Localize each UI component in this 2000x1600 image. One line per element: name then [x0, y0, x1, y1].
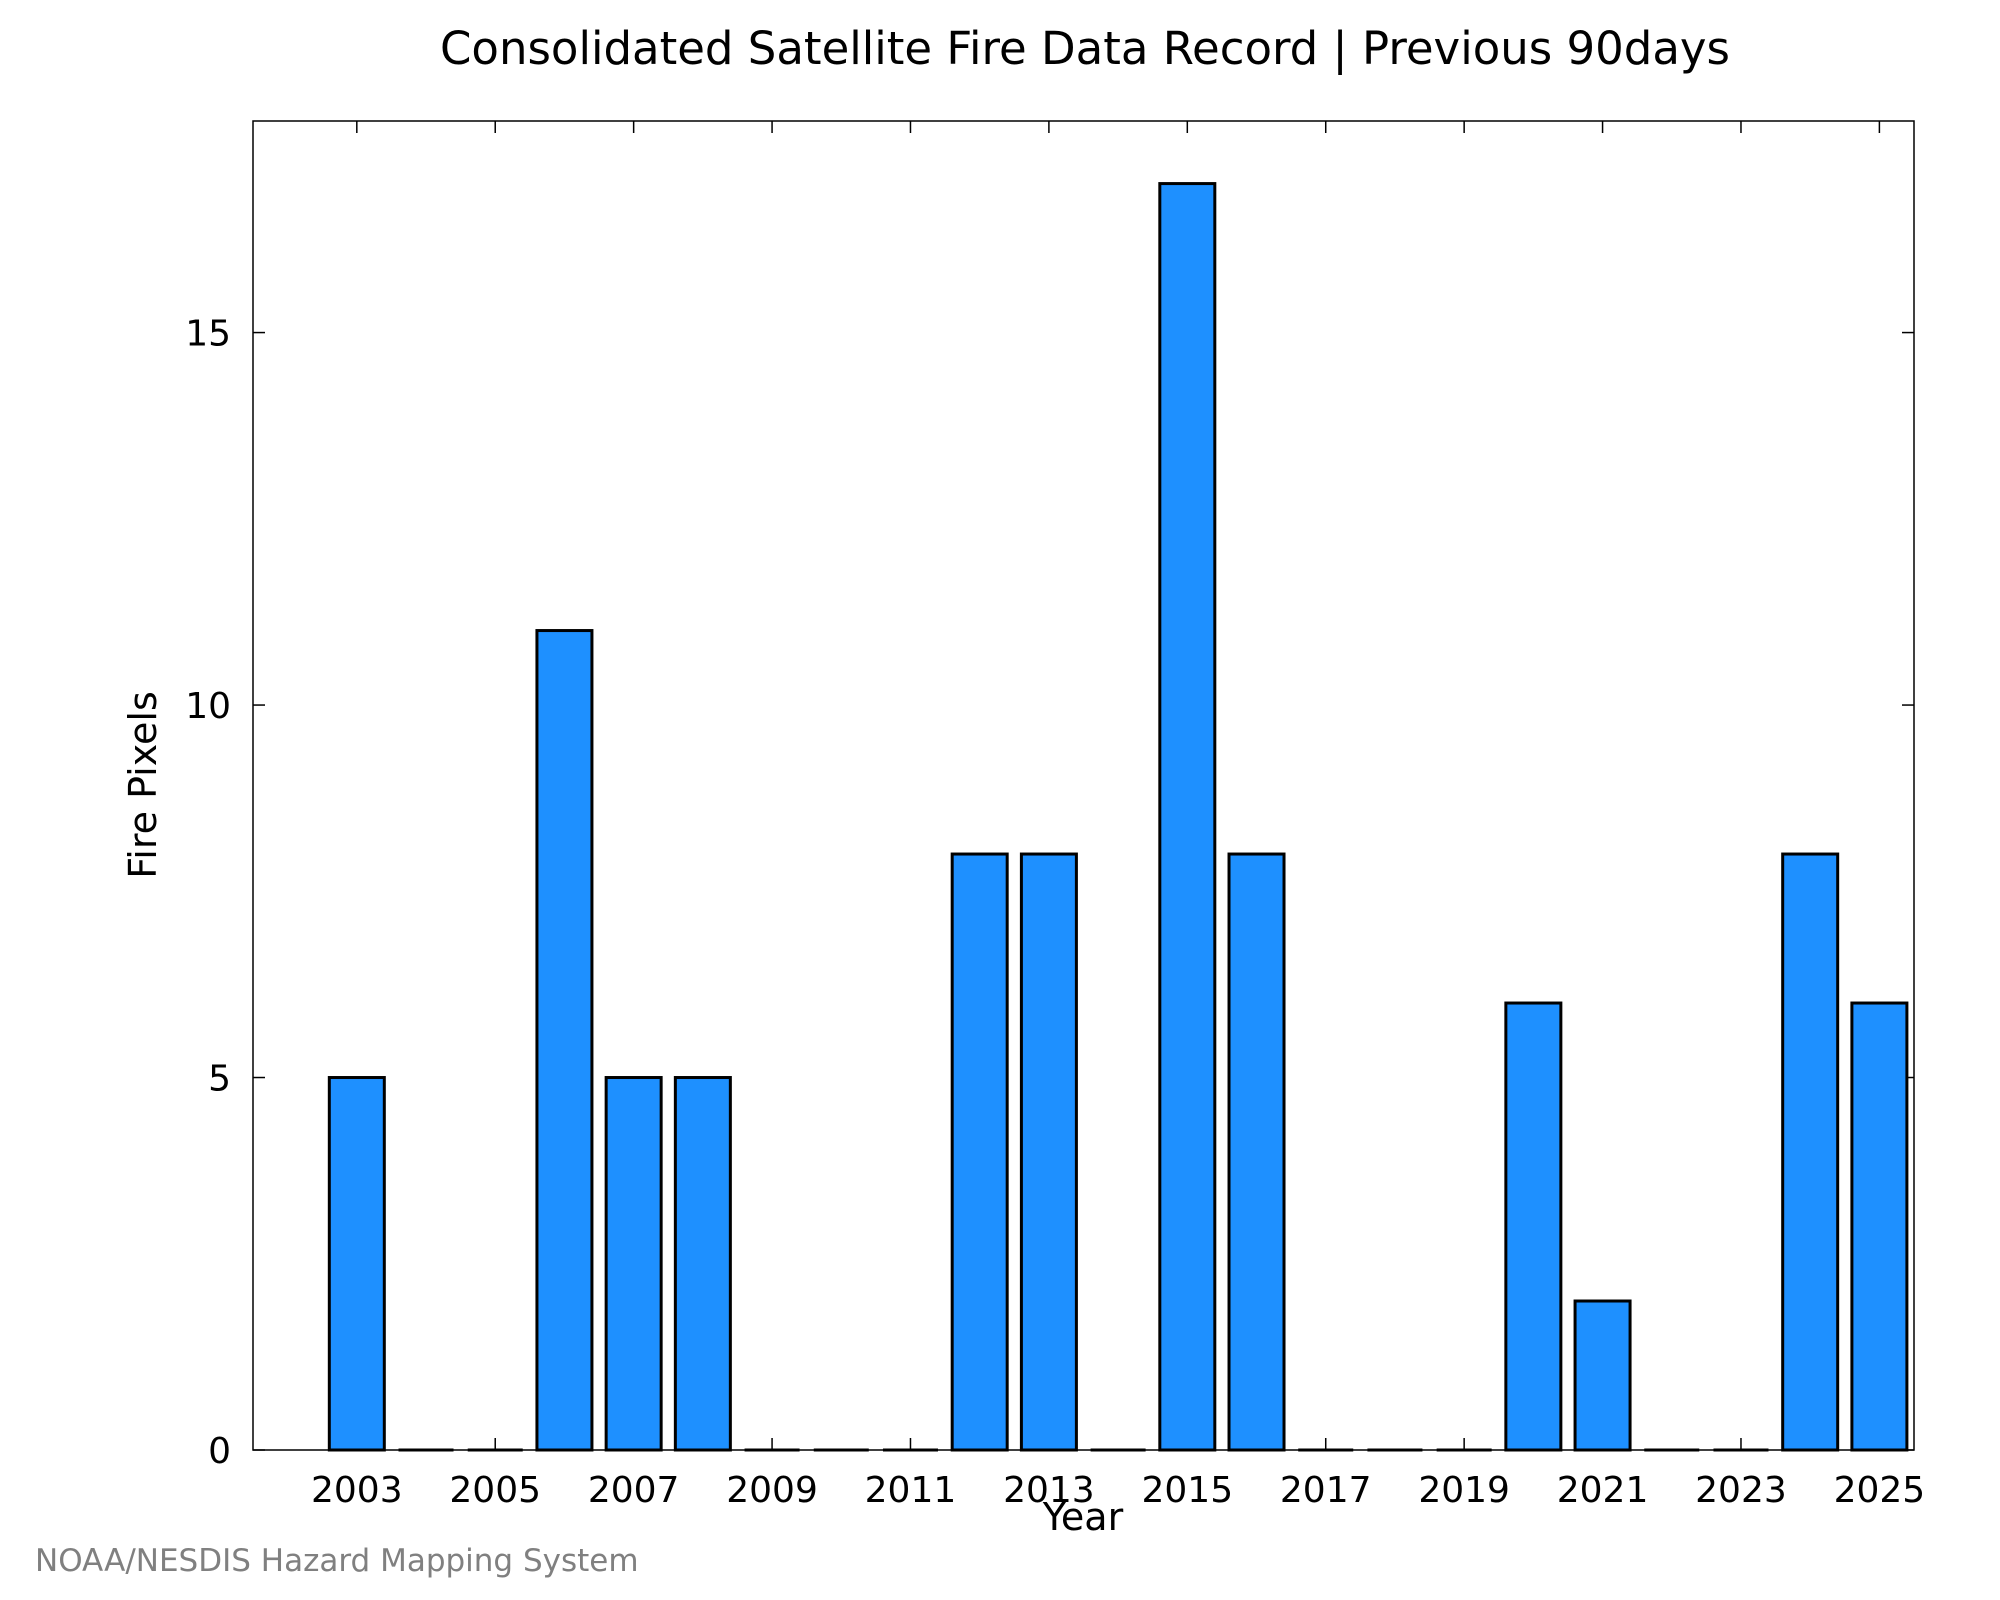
y-tick-label: 5 [208, 1059, 231, 1100]
x-tick-label: 2015 [1142, 1470, 1234, 1511]
bar-2020 [1504, 1001, 1563, 1452]
y-axis-label: Fire Pixels [121, 691, 165, 879]
bar-2016 [1227, 852, 1286, 1452]
y-tick-label: 0 [208, 1431, 231, 1472]
x-tick-label: 2011 [865, 1470, 957, 1511]
x-tick-label: 2017 [1280, 1470, 1372, 1511]
plot-frame [252, 120, 1915, 1451]
x-tick-label: 2013 [1003, 1470, 1095, 1511]
bar-2021 [1573, 1299, 1632, 1452]
bar-2012 [950, 852, 1009, 1452]
bar-2013 [1019, 852, 1078, 1452]
x-tick-label: 2009 [726, 1470, 818, 1511]
bar-2007 [604, 1076, 663, 1452]
y-tick-label: 10 [185, 686, 231, 727]
x-axis: 2003 2005 2007 2009 2011 2013 2015 2017 2019 2021… [311, 121, 1925, 1511]
x-tick-label: 2025 [1834, 1470, 1926, 1511]
x-tick-label: 2021 [1557, 1470, 1649, 1511]
bar-2025 [1850, 1001, 1909, 1452]
bars-group [327, 182, 1909, 1452]
bar-2006 [535, 629, 594, 1452]
credit-text: NOAA/NESDIS Hazard Mapping System [35, 1543, 639, 1579]
x-tick-label: 2005 [449, 1470, 541, 1511]
bar-2015 [1158, 182, 1217, 1452]
x-tick-label: 2007 [588, 1470, 680, 1511]
y-axis: 0 5 10 15 [185, 314, 1914, 1472]
y-tick-label: 15 [185, 314, 231, 355]
x-tick-label: 2003 [311, 1470, 403, 1511]
bar-2003 [327, 1076, 386, 1452]
x-axis-label: Year [1042, 1495, 1124, 1539]
chart-title: Consolidated Satellite Fire Data Record … [440, 22, 1730, 75]
x-tick-label: 2019 [1418, 1470, 1510, 1511]
x-tick-label: 2023 [1695, 1470, 1787, 1511]
bar-2024 [1781, 852, 1840, 1452]
bar-2008 [673, 1076, 732, 1452]
